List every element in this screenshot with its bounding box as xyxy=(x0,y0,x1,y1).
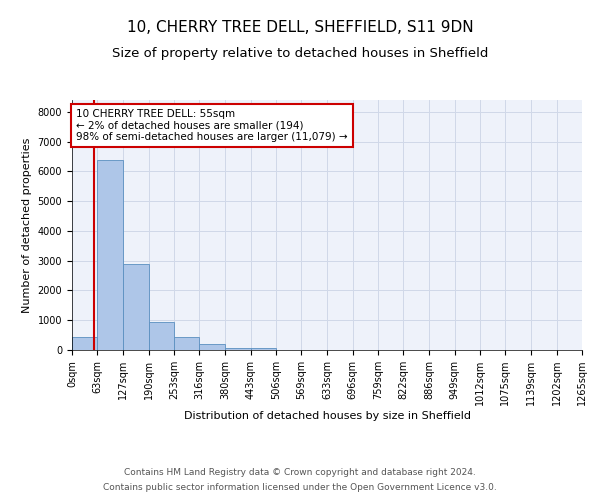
Bar xyxy=(123,264,149,350)
Bar xyxy=(97,160,123,350)
X-axis label: Distribution of detached houses by size in Sheffield: Distribution of detached houses by size … xyxy=(184,411,470,421)
Bar xyxy=(72,337,97,350)
Bar xyxy=(199,344,225,350)
Bar xyxy=(251,348,276,350)
Text: Contains public sector information licensed under the Open Government Licence v3: Contains public sector information licen… xyxy=(103,483,497,492)
Text: 10, CHERRY TREE DELL, SHEFFIELD, S11 9DN: 10, CHERRY TREE DELL, SHEFFIELD, S11 9DN xyxy=(127,20,473,35)
Y-axis label: Number of detached properties: Number of detached properties xyxy=(22,138,32,312)
Text: Contains HM Land Registry data © Crown copyright and database right 2024.: Contains HM Land Registry data © Crown c… xyxy=(124,468,476,477)
Bar xyxy=(149,322,174,350)
Text: Size of property relative to detached houses in Sheffield: Size of property relative to detached ho… xyxy=(112,48,488,60)
Bar xyxy=(225,348,251,350)
Text: 10 CHERRY TREE DELL: 55sqm
← 2% of detached houses are smaller (194)
98% of semi: 10 CHERRY TREE DELL: 55sqm ← 2% of detac… xyxy=(76,109,347,142)
Bar xyxy=(174,337,199,350)
